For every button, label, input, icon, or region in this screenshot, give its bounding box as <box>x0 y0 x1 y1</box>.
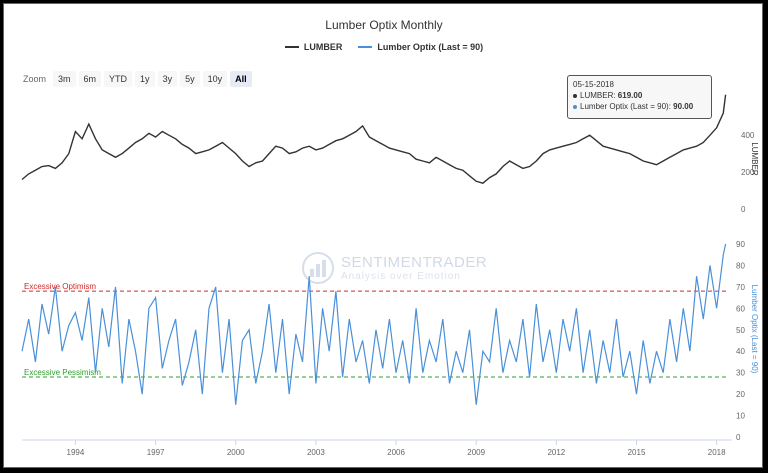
reference-label-pessimism: Excessive Pessimism <box>24 368 101 377</box>
zoom-button-5y[interactable]: 5y <box>180 71 200 87</box>
x-axis: 1994 1997 2000 2003 2006 2009 2012 2015 2018 <box>22 439 732 457</box>
x-axis-tick-label: 2000 <box>227 448 245 457</box>
chart-frame: Lumber Optix Monthly LUMBER Lumber Optix… <box>3 3 763 468</box>
optix-y-tick-label: 90 <box>736 240 745 249</box>
optix-y-tick-label: 80 <box>736 261 745 270</box>
zoom-button-3y[interactable]: 3y <box>157 71 178 87</box>
optix-y-tick-label: 30 <box>736 369 745 378</box>
legend-label-optix: Lumber Optix (Last = 90) <box>377 42 484 52</box>
tooltip-optix-label: Lumber Optix (Last = 90): <box>580 102 671 111</box>
tooltip-lumber-value: 619.00 <box>617 91 643 100</box>
zoom-button-ytd[interactable]: YTD <box>104 71 133 87</box>
legend-swatch-optix <box>358 46 373 48</box>
tooltip: 05-15-2018 LUMBER: 619.00 Lumber Optix (… <box>567 75 712 119</box>
zoom-bar: Zoom 3m 6m YTD 1y 3y 5y 10y All <box>23 71 252 87</box>
optix-y-tick-label: 50 <box>736 326 745 335</box>
optix-y-tick-label: 60 <box>736 304 745 313</box>
reference-label-optimism: Excessive Optimism <box>24 282 96 291</box>
tooltip-lumber-dot-icon <box>573 93 577 98</box>
optix-y-tick-label: 70 <box>736 283 745 292</box>
lumber-y-axis-label: LUMBER <box>750 142 759 176</box>
legend-swatch-lumber <box>284 46 299 48</box>
lumber-series-line <box>21 94 727 184</box>
watermark-logo-icon <box>302 252 334 284</box>
optix-y-tick-label: 0 <box>736 433 741 442</box>
x-axis-tick-label: 2018 <box>708 448 726 457</box>
watermark-subtitle: Analysis over Emotion <box>341 271 461 282</box>
optix-y-tick-label: 20 <box>736 390 745 399</box>
lumber-panel: 0 200 400 LUMBER <box>21 94 759 214</box>
legend-label-lumber: LUMBER <box>303 42 343 52</box>
tooltip-optix-dot-icon <box>573 104 577 109</box>
lumber-y-tick-label: 200 <box>741 168 755 177</box>
x-axis-tick-label: 2015 <box>628 448 646 457</box>
x-axis-tick-label: 1997 <box>147 448 165 457</box>
x-axis-tick-label: 1994 <box>67 448 85 457</box>
zoom-button-3m[interactable]: 3m <box>53 71 76 87</box>
x-axis-tick-label: 2009 <box>467 448 485 457</box>
optix-y-axis-label: Lumber Optix (Last = 90) <box>750 285 759 374</box>
watermark-title: SENTIMENTRADER <box>341 254 488 271</box>
tooltip-lumber-label: LUMBER: <box>580 91 616 100</box>
x-axis-tick-label: 2012 <box>547 448 565 457</box>
optix-y-tick-label: 10 <box>736 412 745 421</box>
tooltip-optix-row: Lumber Optix (Last = 90): 90.00 <box>573 101 706 112</box>
x-axis-tick-label: 2006 <box>387 448 405 457</box>
zoom-button-6m[interactable]: 6m <box>78 71 102 87</box>
zoom-label: Zoom <box>23 74 47 84</box>
legend-item-optix[interactable]: Lumber Optix (Last = 90) <box>358 42 483 52</box>
zoom-button-all[interactable]: All <box>230 71 252 87</box>
optix-y-tick-label: 40 <box>736 347 745 356</box>
legend: LUMBER Lumber Optix (Last = 90) <box>4 42 764 52</box>
lumber-y-tick-label: 400 <box>741 131 755 140</box>
lumber-y-tick-label: 0 <box>741 205 746 214</box>
tooltip-date: 05-15-2018 <box>573 80 614 89</box>
tooltip-optix-value: 90.00 <box>673 102 694 111</box>
zoom-button-10y[interactable]: 10y <box>202 71 228 87</box>
optix-series-line <box>21 243 727 405</box>
watermark: SENTIMENTRADER Analysis over Emotion <box>301 251 487 285</box>
optix-panel: Excessive Optimism Excessive Pessimism 0 10… <box>21 240 759 442</box>
tooltip-lumber-row: LUMBER: 619.00 <box>573 90 706 101</box>
legend-item-lumber[interactable]: LUMBER <box>284 42 343 52</box>
zoom-button-1y[interactable]: 1y <box>135 71 155 87</box>
x-axis-tick-label: 2003 <box>307 448 325 457</box>
chart-title: Lumber Optix Monthly <box>325 18 443 32</box>
